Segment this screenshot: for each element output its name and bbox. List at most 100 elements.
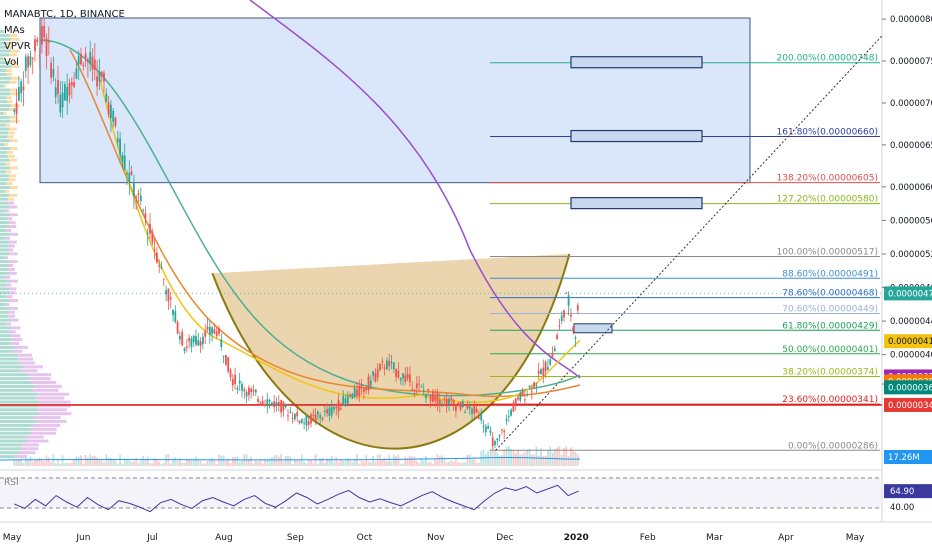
vpvr-bar-down <box>21 447 39 451</box>
volume-bar <box>459 462 462 466</box>
vpvr-bar-up <box>0 271 10 275</box>
volume-bar <box>41 459 43 466</box>
candle-body <box>27 56 30 68</box>
candle-body <box>185 346 188 349</box>
candle-body <box>321 417 324 420</box>
volume-bar <box>254 459 257 466</box>
candle-body <box>91 56 94 70</box>
vpvr-bar-down <box>3 111 7 115</box>
volume-bar <box>112 459 115 466</box>
candle-body <box>68 83 71 96</box>
candle-body <box>418 383 421 385</box>
fib-label: 0.00%(0.00000286) <box>788 441 878 451</box>
vpvr-bar-up <box>0 435 25 439</box>
volume-bar <box>386 461 388 466</box>
volume-bar <box>91 456 94 466</box>
candle-body <box>395 368 398 378</box>
vpvr-bar-down <box>10 104 20 108</box>
volume-bar <box>567 455 570 466</box>
volume-bar <box>225 461 227 466</box>
candle-body <box>574 337 577 339</box>
vpvr-bar-up <box>0 334 12 338</box>
vpvr-bar-down <box>10 76 20 80</box>
volume-bar <box>82 463 85 466</box>
vpvr-bar-down <box>7 264 14 267</box>
candle-body <box>241 383 243 391</box>
vpvr-bar-down <box>10 49 20 53</box>
volume-bar <box>206 460 209 466</box>
candle-body <box>236 388 239 390</box>
volume-bar <box>533 454 536 466</box>
vpvr-bar-down <box>34 384 62 388</box>
volume-bar <box>296 460 299 466</box>
vpvr-bar-down <box>9 232 18 236</box>
volume-bar <box>119 454 122 466</box>
vpvr-bar-down <box>8 225 17 228</box>
volume-bar <box>208 459 211 466</box>
legend-vol[interactable]: Vol <box>4 57 19 68</box>
volume-bar <box>312 463 315 466</box>
volume-bar <box>144 460 147 466</box>
legend-vpvr[interactable]: VPVR <box>4 41 31 52</box>
volume-bar <box>18 459 20 466</box>
vpvr-bar-up <box>0 201 8 205</box>
price-badge <box>884 286 932 301</box>
vpvr-bar-down <box>8 330 16 334</box>
vpvr-bar-down <box>8 244 15 248</box>
candle-body <box>441 403 444 405</box>
vpvr-bar-down <box>33 416 61 420</box>
fib-label: 61.80%(0.00000429) <box>782 321 878 331</box>
candle-body <box>188 337 191 342</box>
candle-body <box>402 373 404 379</box>
vpvr-bar-up <box>0 232 10 236</box>
volume-ma-line <box>0 456 581 461</box>
candle-body <box>381 361 384 363</box>
volume-bar <box>266 459 269 466</box>
vpvr-bar-down <box>39 412 72 416</box>
vpvr-bar-up <box>0 388 33 392</box>
volume-bar <box>310 459 312 466</box>
candle-body <box>135 196 138 198</box>
candle-body <box>312 414 315 416</box>
legend-mas[interactable]: MAs <box>4 25 25 36</box>
candle-body <box>96 76 99 87</box>
candle-body <box>576 305 579 311</box>
volume-bar <box>146 456 149 466</box>
vpvr-bar-up <box>0 384 35 388</box>
volume-bar <box>441 455 444 466</box>
volume-bar <box>289 456 292 466</box>
candle-body <box>234 374 237 384</box>
candle-body <box>572 326 575 331</box>
vpvr-bar-down <box>9 158 17 162</box>
volume-bar <box>392 454 395 466</box>
rsi-badge <box>884 484 932 499</box>
volume-bar <box>156 459 158 466</box>
candle-body <box>231 378 234 386</box>
vpvr-bar-down <box>9 260 18 264</box>
candle-body <box>137 193 140 195</box>
vpvr-bar-up <box>0 186 10 189</box>
candle-body <box>461 401 464 407</box>
candle-body <box>448 398 450 404</box>
vpvr-bar-up <box>0 377 28 381</box>
candle-body <box>496 438 499 441</box>
volume-bar <box>174 457 177 466</box>
candle-body <box>503 430 506 433</box>
candle-body <box>351 393 354 399</box>
volume-bar <box>75 456 78 466</box>
x-tick-label: Dec <box>496 533 513 543</box>
volume-bar <box>250 456 253 466</box>
candle-body <box>438 399 441 406</box>
candle-body <box>126 173 128 175</box>
volume-bar <box>231 457 234 466</box>
candle-body <box>397 370 400 378</box>
candle-body <box>558 325 561 327</box>
candle-body <box>409 374 411 383</box>
x-tick-label: Feb <box>640 533 656 543</box>
vpvr-bar-down <box>26 439 49 443</box>
candle-body <box>376 369 379 378</box>
candle-body <box>266 399 269 407</box>
candle-body <box>121 155 124 163</box>
candle-body <box>473 405 476 414</box>
vpvr-bar-up <box>0 295 7 299</box>
